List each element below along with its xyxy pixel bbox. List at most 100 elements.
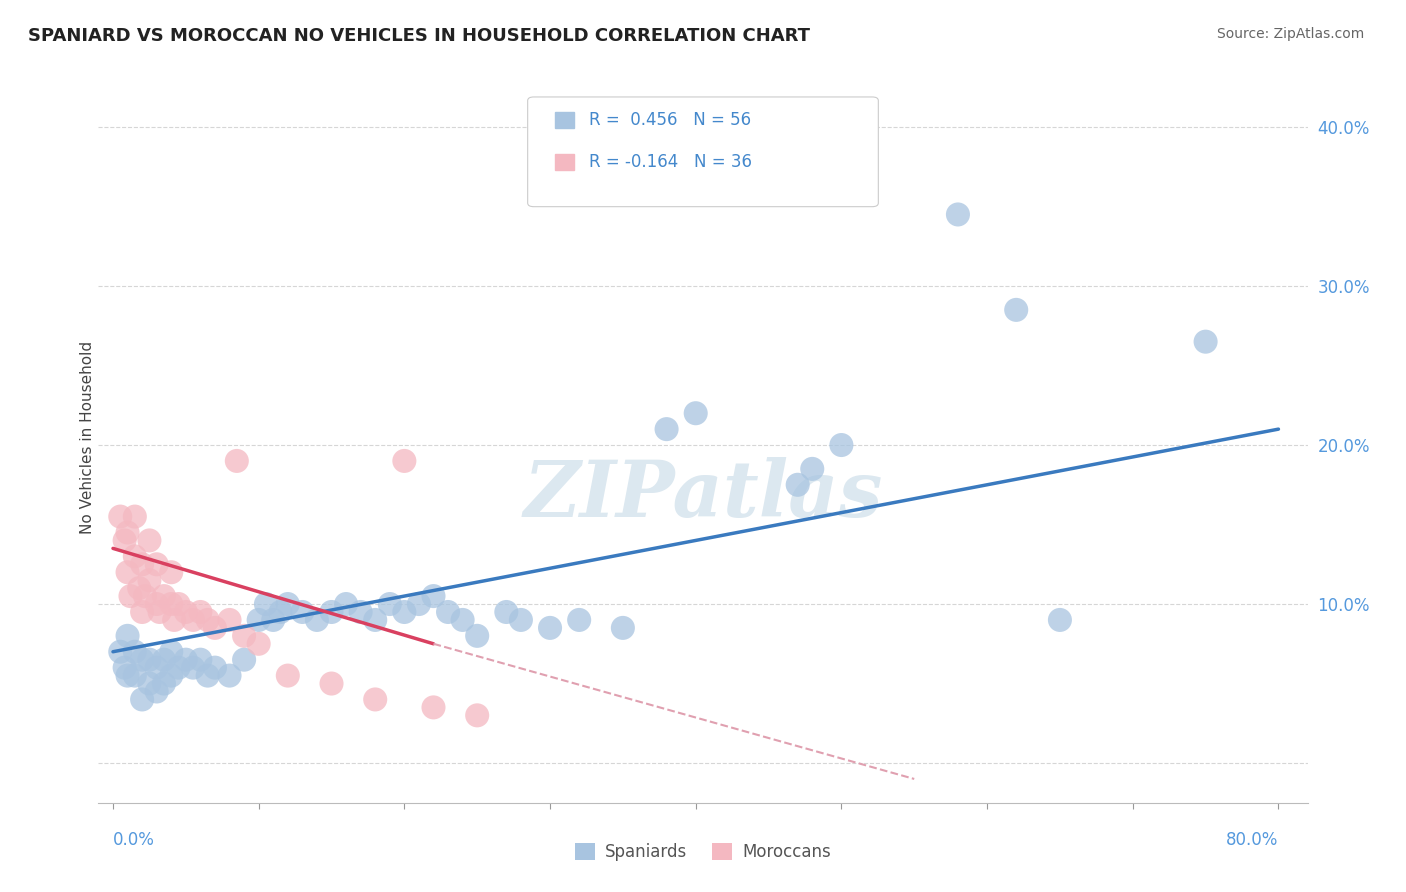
Point <box>160 668 183 682</box>
Point <box>422 700 444 714</box>
Point <box>190 605 212 619</box>
Point <box>190 653 212 667</box>
Point <box>451 613 474 627</box>
Point <box>335 597 357 611</box>
Point <box>114 533 136 548</box>
Point <box>131 692 153 706</box>
Point <box>801 462 824 476</box>
Point <box>277 597 299 611</box>
Text: 80.0%: 80.0% <box>1226 831 1278 849</box>
Point <box>247 637 270 651</box>
Point <box>124 509 146 524</box>
Point <box>181 660 204 674</box>
Point <box>612 621 634 635</box>
Legend: Spaniards, Moroccans: Spaniards, Moroccans <box>568 836 838 868</box>
Point <box>538 621 561 635</box>
Point <box>262 613 284 627</box>
Point <box>153 589 176 603</box>
Point <box>145 558 167 572</box>
Point <box>117 566 139 580</box>
Point <box>946 207 969 221</box>
Point <box>160 566 183 580</box>
Point <box>138 573 160 587</box>
Point <box>465 629 488 643</box>
Point <box>197 613 219 627</box>
Point <box>163 613 186 627</box>
Point <box>437 605 460 619</box>
Point <box>291 605 314 619</box>
Text: Source: ZipAtlas.com: Source: ZipAtlas.com <box>1216 27 1364 41</box>
Point <box>509 613 531 627</box>
Point <box>131 605 153 619</box>
Point <box>145 684 167 698</box>
FancyBboxPatch shape <box>555 112 574 128</box>
Point <box>225 454 247 468</box>
Point <box>1005 302 1028 317</box>
Point <box>120 589 142 603</box>
Point <box>167 660 190 674</box>
Point <box>394 454 416 468</box>
Point <box>117 629 139 643</box>
Point <box>134 589 156 603</box>
Point <box>247 613 270 627</box>
Point <box>110 645 132 659</box>
Point <box>655 422 678 436</box>
Point <box>197 668 219 682</box>
Point <box>378 597 401 611</box>
Text: SPANIARD VS MOROCCAN NO VEHICLES IN HOUSEHOLD CORRELATION CHART: SPANIARD VS MOROCCAN NO VEHICLES IN HOUS… <box>28 27 810 45</box>
Point <box>160 645 183 659</box>
Point <box>218 613 240 627</box>
Point <box>145 597 167 611</box>
Point <box>321 676 343 690</box>
Point <box>233 653 256 667</box>
Point <box>114 660 136 674</box>
Point <box>204 660 226 674</box>
Point <box>124 645 146 659</box>
Point <box>128 581 150 595</box>
Point <box>138 533 160 548</box>
Point <box>364 613 387 627</box>
Point <box>568 613 591 627</box>
FancyBboxPatch shape <box>527 97 879 207</box>
Point <box>277 668 299 682</box>
Point <box>270 605 292 619</box>
Text: R =  0.456   N = 56: R = 0.456 N = 56 <box>589 112 751 129</box>
Point <box>149 605 172 619</box>
Point <box>394 605 416 619</box>
Point <box>117 668 139 682</box>
Point <box>174 653 197 667</box>
Point <box>153 653 176 667</box>
Point <box>160 597 183 611</box>
Point <box>350 605 373 619</box>
Point <box>138 676 160 690</box>
Point <box>408 597 430 611</box>
Point <box>254 597 277 611</box>
Point <box>685 406 707 420</box>
Point <box>131 653 153 667</box>
Point <box>305 613 328 627</box>
Point <box>174 605 197 619</box>
Point <box>117 525 139 540</box>
Point <box>1049 613 1071 627</box>
Point <box>181 613 204 627</box>
Point <box>131 558 153 572</box>
Point <box>830 438 852 452</box>
Point <box>495 605 517 619</box>
Text: ZIPatlas: ZIPatlas <box>523 458 883 533</box>
Point <box>138 653 160 667</box>
Point <box>124 549 146 564</box>
Point <box>786 477 808 491</box>
Point <box>110 509 132 524</box>
Point <box>364 692 387 706</box>
Point <box>321 605 343 619</box>
Point <box>167 597 190 611</box>
Point <box>145 660 167 674</box>
Point <box>124 668 146 682</box>
Text: R = -0.164   N = 36: R = -0.164 N = 36 <box>589 153 752 171</box>
Point <box>204 621 226 635</box>
Point <box>465 708 488 723</box>
Point <box>422 589 444 603</box>
Point <box>218 668 240 682</box>
Point <box>233 629 256 643</box>
FancyBboxPatch shape <box>555 154 574 170</box>
